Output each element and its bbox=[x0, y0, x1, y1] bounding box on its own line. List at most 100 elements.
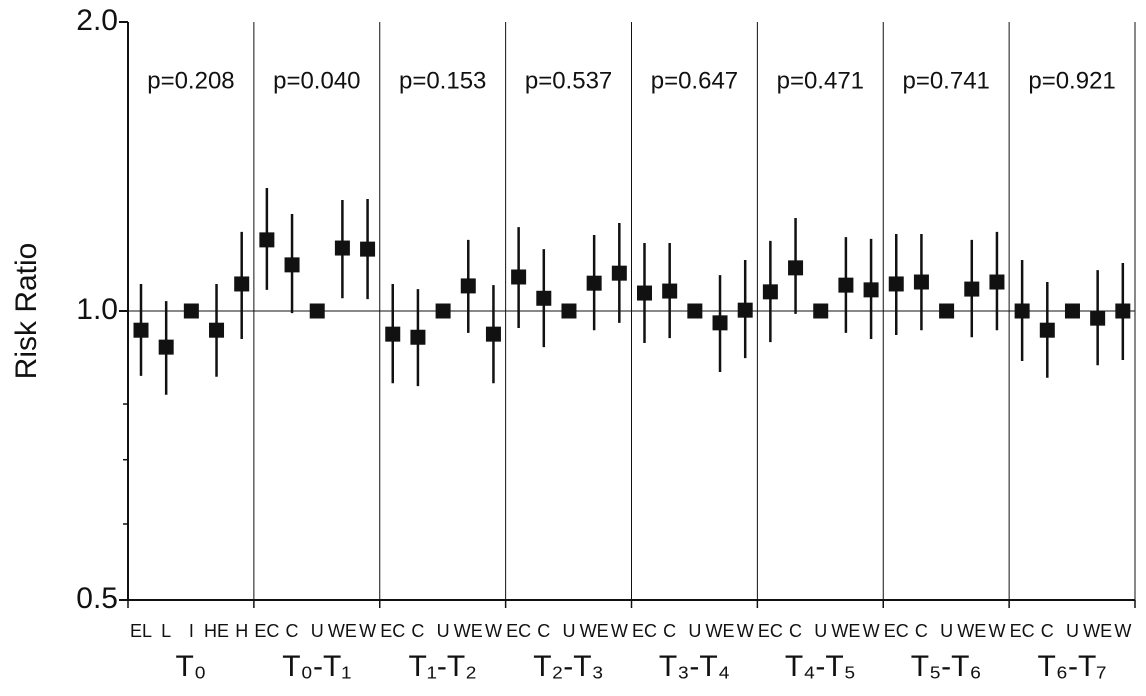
point-estimate bbox=[1090, 310, 1106, 326]
x-tick-label: H bbox=[235, 621, 248, 641]
x-tick-label: C bbox=[915, 621, 928, 641]
point-estimate bbox=[309, 303, 325, 319]
point-estimate bbox=[989, 274, 1005, 290]
point-estimate bbox=[1115, 303, 1131, 319]
x-tick-label: EC bbox=[506, 621, 531, 641]
group-label: T₄-T₅ bbox=[785, 650, 856, 683]
p-value: p=0.741 bbox=[902, 67, 989, 94]
point-estimate bbox=[662, 283, 678, 299]
x-tick-label: EC bbox=[254, 621, 279, 641]
x-tick-label: WE bbox=[1083, 621, 1112, 641]
point-estimate bbox=[485, 326, 501, 342]
point-estimate bbox=[913, 274, 929, 290]
x-tick-label: C bbox=[537, 621, 550, 641]
point-estimate bbox=[158, 339, 174, 355]
point-estimate bbox=[460, 278, 476, 294]
point-estimate bbox=[888, 276, 904, 292]
point-estimate bbox=[259, 232, 275, 248]
x-tick-label: U bbox=[940, 621, 953, 641]
point-estimate bbox=[586, 275, 602, 291]
x-tick-label: WE bbox=[454, 621, 483, 641]
x-tick-label: EC bbox=[1010, 621, 1035, 641]
group-label: T₆-T₇ bbox=[1038, 650, 1107, 683]
p-value: p=0.153 bbox=[399, 67, 486, 94]
point-estimate bbox=[1014, 303, 1030, 319]
point-estimate bbox=[1064, 303, 1080, 319]
point-estimate bbox=[435, 303, 451, 319]
point-estimate bbox=[209, 322, 225, 338]
x-tick-label: W bbox=[1114, 621, 1131, 641]
point-estimate bbox=[813, 303, 829, 319]
x-tick-label: W bbox=[988, 621, 1005, 641]
x-tick-label: EC bbox=[632, 621, 657, 641]
point-estimate bbox=[762, 284, 778, 300]
point-estimate bbox=[561, 303, 577, 319]
x-tick-label: U bbox=[814, 621, 827, 641]
y-tick-label: 0.5 bbox=[76, 582, 118, 615]
point-estimate bbox=[637, 285, 652, 301]
x-tick-label: C bbox=[286, 621, 299, 641]
point-estimate bbox=[939, 303, 955, 319]
point-estimate bbox=[737, 302, 753, 318]
point-estimate bbox=[863, 282, 879, 298]
point-estimate bbox=[385, 326, 401, 342]
p-value: p=0.040 bbox=[273, 67, 360, 94]
point-estimate bbox=[838, 277, 854, 293]
point-estimate bbox=[334, 240, 350, 256]
x-tick-label: C bbox=[789, 621, 802, 641]
x-tick-label: W bbox=[485, 621, 502, 641]
y-tick-label: 1.0 bbox=[76, 293, 118, 326]
x-tick-label: EL bbox=[130, 621, 152, 641]
x-tick-label: U bbox=[437, 621, 450, 641]
x-tick-label: HE bbox=[204, 621, 229, 641]
x-tick-label: C bbox=[663, 621, 676, 641]
point-estimate bbox=[284, 257, 300, 273]
x-tick-label: W bbox=[863, 621, 880, 641]
p-value: p=0.921 bbox=[1028, 67, 1115, 94]
x-tick-label: U bbox=[1066, 621, 1079, 641]
y-axis-title: Risk Ratio bbox=[10, 243, 43, 380]
point-estimate bbox=[611, 265, 627, 281]
x-tick-label: I bbox=[189, 621, 194, 641]
group-label: T₀ bbox=[176, 650, 207, 683]
x-tick-label: U bbox=[688, 621, 701, 641]
point-estimate bbox=[410, 329, 426, 345]
x-tick-label: EC bbox=[758, 621, 783, 641]
x-tick-label: W bbox=[611, 621, 628, 641]
group-label: T₂-T₃ bbox=[533, 650, 604, 683]
x-tick-label: WE bbox=[328, 621, 357, 641]
x-tick-label: WE bbox=[580, 621, 609, 641]
p-value: p=0.647 bbox=[651, 67, 738, 94]
x-tick-label: C bbox=[1041, 621, 1054, 641]
point-estimate bbox=[964, 281, 980, 297]
point-estimate bbox=[687, 303, 703, 319]
p-value: p=0.471 bbox=[777, 67, 864, 94]
x-tick-label: W bbox=[359, 621, 376, 641]
point-estimate bbox=[712, 315, 728, 331]
point-estimate bbox=[788, 260, 804, 276]
group-label: T₅-T₆ bbox=[911, 650, 982, 683]
group-label: T₀-T₁ bbox=[282, 650, 351, 683]
x-tick-label: U bbox=[562, 621, 575, 641]
point-estimate bbox=[1039, 322, 1055, 338]
y-tick-label: 2.0 bbox=[76, 4, 118, 37]
x-tick-label: EC bbox=[380, 621, 405, 641]
p-value: p=0.208 bbox=[147, 67, 234, 94]
p-value: p=0.537 bbox=[525, 67, 612, 94]
x-tick-label: C bbox=[411, 621, 424, 641]
point-estimate bbox=[133, 322, 149, 338]
x-tick-label: EC bbox=[884, 621, 909, 641]
x-tick-label: W bbox=[737, 621, 754, 641]
point-estimate bbox=[536, 290, 552, 306]
point-estimate bbox=[183, 303, 199, 319]
point-estimate bbox=[511, 269, 527, 285]
x-tick-label: WE bbox=[706, 621, 735, 641]
x-tick-label: U bbox=[311, 621, 324, 641]
group-label: T₃-T₄ bbox=[659, 650, 730, 683]
x-tick-label: WE bbox=[831, 621, 860, 641]
x-tick-label: WE bbox=[957, 621, 986, 641]
x-tick-label: L bbox=[161, 621, 171, 641]
point-estimate bbox=[360, 241, 376, 257]
group-label: T₁-T₂ bbox=[408, 650, 476, 683]
